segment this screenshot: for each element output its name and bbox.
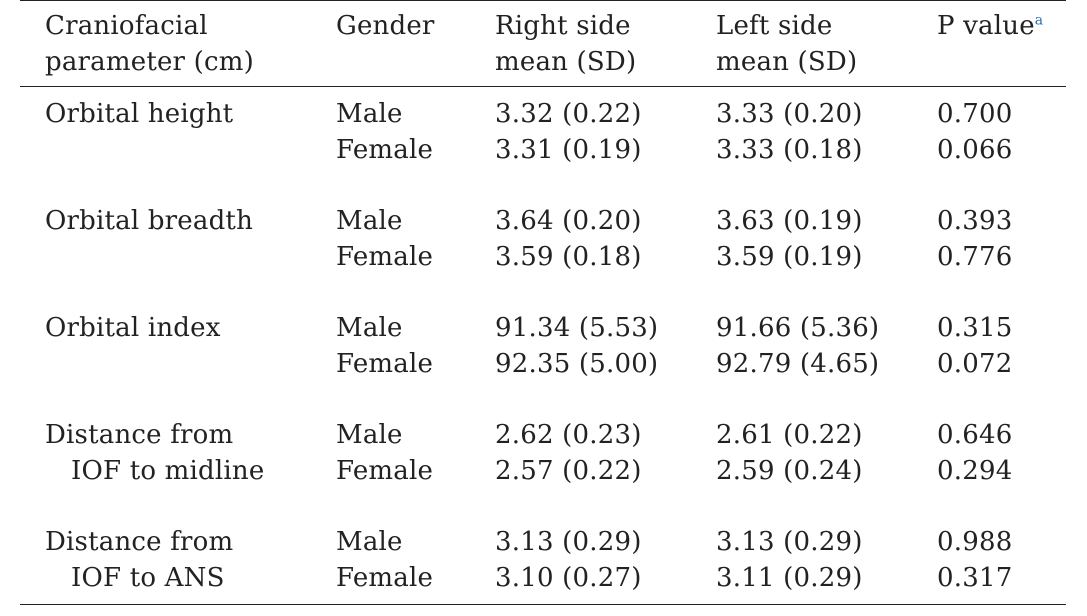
p-value: 0.700 [937, 99, 1013, 129]
left-side-value: 92.79 (4.65) [716, 349, 880, 379]
parameter-cell: Orbital height [45, 96, 233, 132]
left-side-value-cell: 3.33 (0.20) 3.33 (0.18) [716, 96, 863, 168]
p-value: 0.072 [937, 349, 1013, 379]
gender: Male [336, 420, 403, 450]
gender-cell: Male Female [336, 524, 433, 596]
left-side-value: 3.33 (0.18) [716, 135, 863, 165]
header-parameter-line2: parameter (cm) [45, 47, 254, 77]
p-value: 0.317 [937, 563, 1013, 593]
gender: Female [336, 349, 434, 379]
header-gender-label: Gender [336, 11, 435, 41]
table-top-rule [20, 0, 1066, 1]
right-side-value: 3.64 (0.20) [495, 206, 642, 236]
left-side-value-cell: 3.13 (0.29) 3.11 (0.29) [716, 524, 863, 596]
header-right-line1: Right side [495, 11, 631, 41]
p-value-cell: 0.393 0.776 [937, 203, 1012, 275]
left-side-value: 91.66 (5.36) [716, 313, 880, 343]
p-value-cell: 0.700 0.066 [937, 96, 1012, 168]
footnote-marker-a[interactable]: a [1034, 12, 1044, 29]
parameter: Orbital height [45, 99, 234, 129]
left-side-value: 3.33 (0.20) [716, 99, 863, 129]
right-side-value: 91.34 (5.53) [495, 313, 659, 343]
left-side-value: 2.61 (0.22) [716, 420, 863, 450]
gender: Female [336, 135, 434, 165]
right-side-value: 3.59 (0.18) [495, 242, 642, 272]
header-p-value: P valuea [937, 8, 1043, 44]
p-value: 0.294 [937, 456, 1013, 486]
header-parameter-line1: Craniofacial [45, 11, 208, 41]
left-side-value: 2.59 (0.24) [716, 456, 863, 486]
right-side-value: 2.57 (0.22) [495, 456, 642, 486]
right-side-value: 2.62 (0.23) [495, 420, 642, 450]
header-right-line2: mean (SD) [495, 47, 637, 77]
right-side-value: 3.13 (0.29) [495, 527, 642, 557]
parameter: IOF to ANS [71, 563, 225, 593]
p-value-cell: 0.315 0.072 [937, 310, 1012, 382]
gender-cell: Male Female [336, 310, 433, 382]
right-side-value-cell: 2.62 (0.23) 2.57 (0.22) [495, 417, 642, 489]
header-parameter: Craniofacial parameter (cm) [45, 8, 254, 80]
left-side-value: 3.13 (0.29) [716, 527, 863, 557]
header-left-line1: Left side [716, 11, 833, 41]
left-side-value: 3.11 (0.29) [716, 563, 863, 593]
right-side-value: 3.32 (0.22) [495, 99, 642, 129]
p-value: 0.066 [937, 135, 1013, 165]
parameter: IOF to midline [71, 456, 265, 486]
parameter: Distance from [45, 527, 234, 557]
header-bottom-rule [20, 86, 1066, 87]
header-right-side: Right side mean (SD) [495, 8, 636, 80]
p-value: 0.776 [937, 242, 1013, 272]
parameter: Distance from [45, 420, 234, 450]
p-value-cell: 0.988 0.317 [937, 524, 1012, 596]
left-side-value: 3.59 (0.19) [716, 242, 863, 272]
p-value: 0.393 [937, 206, 1013, 236]
header-left-line2: mean (SD) [716, 47, 858, 77]
right-side-value-cell: 3.64 (0.20) 3.59 (0.18) [495, 203, 642, 275]
parameter-cell: Distance from IOF to midline [45, 417, 264, 489]
gender: Male [336, 206, 403, 236]
gender: Male [336, 527, 403, 557]
right-side-value-cell: 91.34 (5.53) 92.35 (5.00) [495, 310, 658, 382]
parameter-cell: Distance from IOF to ANS [45, 524, 233, 596]
gender: Male [336, 313, 403, 343]
p-value: 0.988 [937, 527, 1013, 557]
gender-cell: Male Female [336, 96, 433, 168]
table-bottom-rule [20, 604, 1066, 605]
gender: Male [336, 99, 403, 129]
left-side-value: 3.63 (0.19) [716, 206, 863, 236]
header-p-line: P valuea [937, 8, 1043, 44]
right-side-value: 3.10 (0.27) [495, 563, 642, 593]
gender-cell: Male Female [336, 203, 433, 275]
p-value-cell: 0.646 0.294 [937, 417, 1012, 489]
parameter: Orbital index [45, 313, 221, 343]
left-side-value-cell: 3.63 (0.19) 3.59 (0.19) [716, 203, 863, 275]
right-side-value: 92.35 (5.00) [495, 349, 659, 379]
right-side-value-cell: 3.32 (0.22) 3.31 (0.19) [495, 96, 642, 168]
parameter: Orbital breadth [45, 206, 254, 236]
left-side-value-cell: 91.66 (5.36) 92.79 (4.65) [716, 310, 879, 382]
right-side-value: 3.31 (0.19) [495, 135, 642, 165]
p-value: 0.646 [937, 420, 1013, 450]
left-side-value-cell: 2.61 (0.22) 2.59 (0.24) [716, 417, 863, 489]
parameter-cell: Orbital breadth [45, 203, 253, 239]
header-left-side: Left side mean (SD) [716, 8, 857, 80]
gender-cell: Male Female [336, 417, 433, 489]
parameter-cell: Orbital index [45, 310, 221, 346]
header-p-label: P value [937, 11, 1035, 41]
gender: Female [336, 563, 434, 593]
header-gender: Gender [336, 8, 435, 44]
right-side-value-cell: 3.13 (0.29) 3.10 (0.27) [495, 524, 642, 596]
gender: Female [336, 242, 434, 272]
gender: Female [336, 456, 434, 486]
p-value: 0.315 [937, 313, 1013, 343]
